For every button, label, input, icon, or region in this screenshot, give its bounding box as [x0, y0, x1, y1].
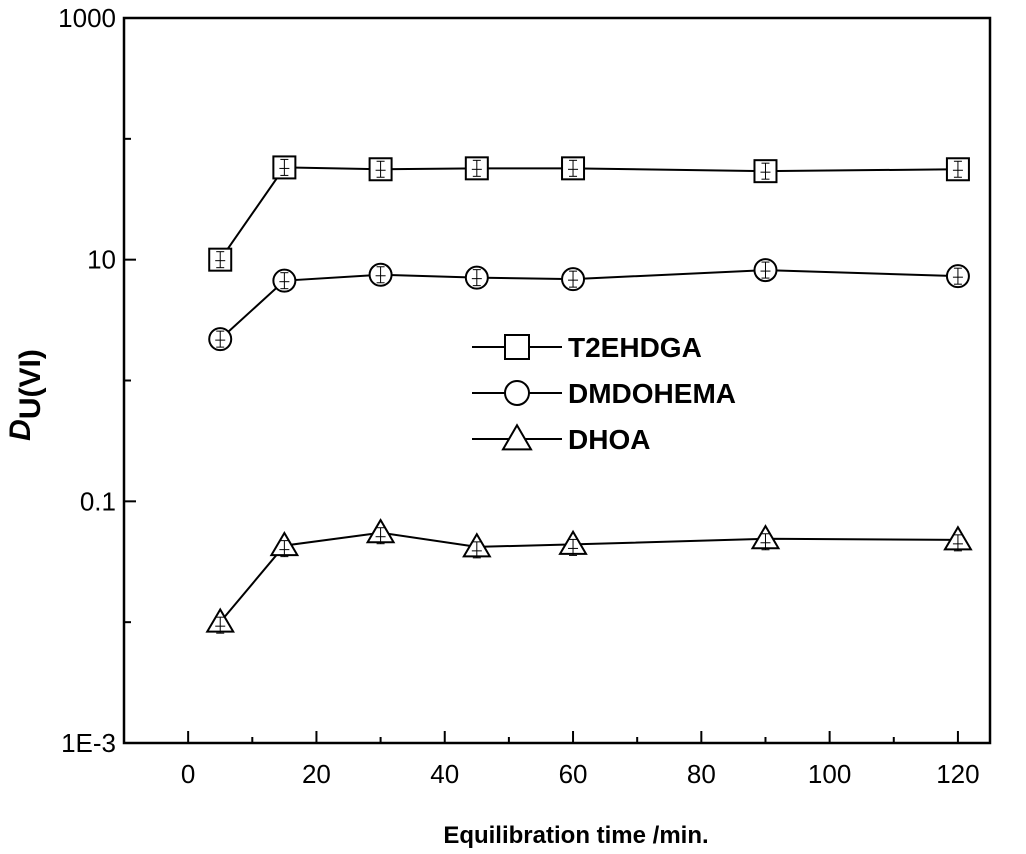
y-axis-title-main: D	[4, 419, 37, 441]
legend-item: DMDOHEMA	[472, 378, 736, 409]
data-point	[272, 155, 297, 180]
plot-area-frame	[122, 16, 992, 745]
svg-text:DU(VI): DU(VI)	[4, 349, 47, 441]
legend-item: DHOA	[472, 423, 650, 455]
series-t2ehdga	[208, 155, 970, 272]
data-point	[272, 268, 297, 293]
series-dhoa	[205, 518, 973, 634]
data-point	[558, 529, 588, 556]
triangle-marker	[501, 423, 533, 451]
data-point	[462, 532, 492, 559]
series-line	[219, 269, 958, 340]
x-tick-label: 60	[559, 759, 588, 789]
legend-label: DMDOHEMA	[568, 378, 736, 409]
data-point	[753, 258, 778, 283]
y-axis-title: DU(VI)	[4, 349, 47, 441]
data-point	[208, 327, 233, 352]
legend: T2EHDGA DMDOHEMA DHOA	[472, 332, 736, 455]
legend-item: T2EHDGA	[472, 332, 702, 363]
x-tick-label: 40	[430, 759, 459, 789]
legend-label: DHOA	[568, 424, 650, 455]
data-point	[945, 157, 970, 182]
data-point	[208, 247, 233, 272]
x-tick-label: 0	[181, 759, 195, 789]
data-point	[945, 264, 970, 289]
data-point	[561, 267, 586, 292]
data-point	[464, 265, 489, 290]
data-point	[464, 156, 489, 181]
series-dmdohema	[208, 258, 970, 352]
series-line	[219, 166, 958, 261]
y-tick-label: 1E-3	[61, 728, 116, 758]
x-tick-label: 80	[687, 759, 716, 789]
x-axis-title: Equilibration time /min.	[443, 822, 708, 849]
y-tick-label: 1000	[58, 3, 116, 33]
legend-label: T2EHDGA	[568, 332, 702, 363]
square-marker	[504, 334, 530, 360]
x-tick-label: 20	[302, 759, 331, 789]
series-layer	[205, 155, 973, 634]
data-point	[561, 156, 586, 181]
data-point	[205, 607, 235, 634]
series-line	[219, 531, 958, 623]
axis-ticks: 0 20 40 60 80 100 120 1E-3 0.1 10 1000	[58, 3, 979, 789]
y-axis-title-sub: U(VI)	[14, 349, 47, 419]
x-tick-label: 120	[936, 759, 979, 789]
data-point	[943, 525, 973, 552]
x-tick-label: 100	[808, 759, 851, 789]
data-point	[269, 530, 300, 558]
y-tick-label: 10	[87, 245, 116, 275]
data-point	[753, 159, 778, 184]
data-point	[368, 157, 393, 182]
data-point	[368, 262, 393, 287]
circle-marker	[504, 380, 530, 406]
data-point	[750, 524, 781, 551]
data-point	[365, 518, 396, 545]
y-tick-label: 0.1	[80, 486, 116, 516]
